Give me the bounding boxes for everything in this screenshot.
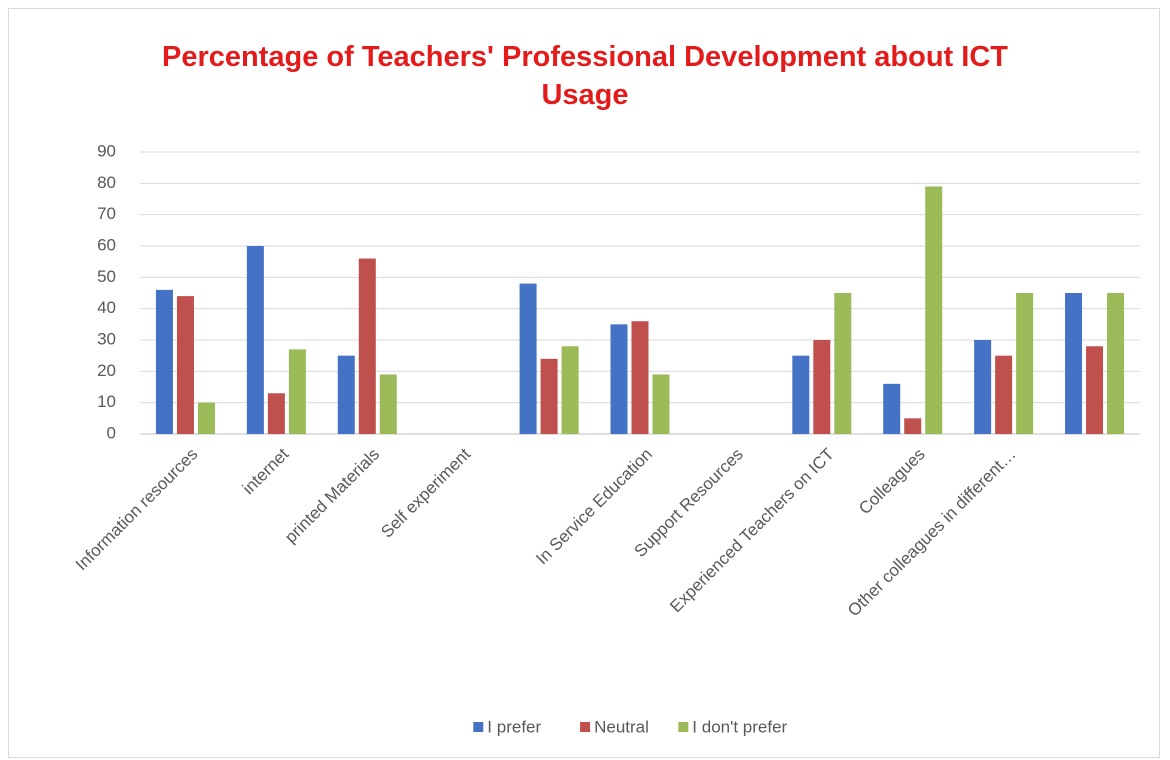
legend-swatch: [580, 722, 591, 732]
y-tick-label: 40: [97, 298, 116, 317]
bar: [540, 358, 558, 434]
y-tick-label: 60: [97, 235, 116, 254]
y-tick-label: 20: [97, 361, 116, 380]
legend-label: I don't prefer: [692, 717, 787, 736]
x-tick-label: Experienced Teachers on ICT: [666, 445, 838, 617]
bar: [1086, 346, 1104, 434]
bar: [1107, 293, 1125, 434]
bar: [337, 355, 355, 434]
x-tick-label: internet: [239, 444, 293, 498]
bar: [1016, 293, 1034, 434]
y-tick-label: 90: [97, 141, 116, 160]
x-tick-label: printed Materials: [281, 445, 383, 547]
bar: [246, 246, 264, 434]
bar: [1065, 293, 1083, 434]
bar: [561, 346, 579, 434]
bar: [883, 383, 901, 434]
y-tick-label: 80: [97, 173, 116, 192]
legend-label: Neutral: [594, 717, 649, 736]
x-tick-label: Self experiment: [377, 444, 474, 541]
bar: [834, 293, 852, 434]
x-tick-label: Other colleagues in different…: [844, 445, 1020, 621]
bar: [358, 258, 376, 434]
legend-swatch: [678, 722, 689, 732]
bar: [813, 340, 831, 434]
y-tick-label: 10: [97, 392, 116, 411]
y-tick-label: 0: [107, 423, 116, 442]
legend-swatch: [473, 722, 484, 732]
chart-title: Percentage of Teachers' Professional Dev…: [162, 41, 1008, 111]
bar: [610, 324, 628, 434]
legend-label: I prefer: [487, 717, 541, 736]
x-tick-label: Colleagues: [855, 445, 929, 519]
bar: [176, 296, 194, 434]
bar: [995, 355, 1013, 434]
bar: [652, 374, 670, 434]
y-tick-label: 30: [97, 329, 116, 348]
bar: [519, 283, 537, 434]
bar: [974, 340, 992, 434]
y-tick-label: 70: [97, 204, 116, 223]
bar: [379, 374, 397, 434]
bar: [267, 393, 285, 434]
bar: [792, 355, 810, 434]
bar: [288, 349, 306, 434]
bar: [631, 321, 649, 434]
bar: [925, 186, 943, 434]
bar: [155, 289, 173, 434]
bar: [904, 418, 922, 434]
x-tick-label: Information resources: [72, 445, 202, 575]
bar: [197, 402, 215, 434]
y-tick-label: 50: [97, 267, 116, 286]
chart-frame: [8, 8, 1160, 758]
